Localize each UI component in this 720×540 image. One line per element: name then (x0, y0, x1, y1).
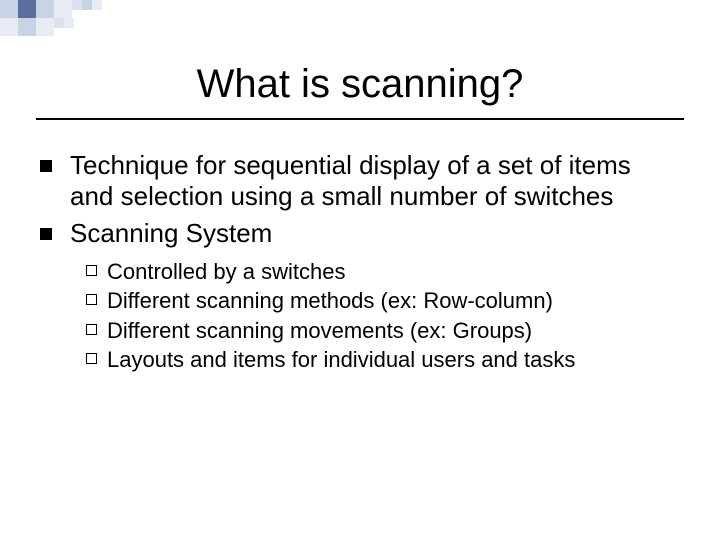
deco-square (18, 18, 36, 36)
sub-bullet-text: Controlled by a switches (107, 258, 345, 286)
hollow-square-bullet-icon (86, 294, 97, 305)
square-bullet-icon (40, 160, 52, 172)
bullet-text: Scanning System (70, 218, 272, 249)
bullet-lvl2: Controlled by a switches (86, 258, 680, 286)
slide: What is scanning? Technique for sequenti… (0, 0, 720, 540)
deco-square (64, 18, 74, 28)
bullet-lvl2: Different scanning methods (ex: Row-colu… (86, 287, 680, 315)
corner-decoration (0, 0, 110, 34)
slide-title: What is scanning? (0, 62, 720, 107)
slide-body: Technique for sequential display of a se… (40, 150, 680, 376)
bullet-lvl2: Different scanning movements (ex: Groups… (86, 317, 680, 345)
deco-square (54, 0, 72, 18)
deco-square (54, 18, 64, 28)
deco-square (36, 18, 54, 36)
bullet-lvl1: Scanning System (40, 218, 680, 249)
hollow-square-bullet-icon (86, 324, 97, 335)
deco-square (36, 0, 54, 18)
hollow-square-bullet-icon (86, 265, 97, 276)
deco-square (18, 0, 36, 18)
sub-bullet-text: Layouts and items for individual users a… (107, 346, 575, 374)
hollow-square-bullet-icon (86, 353, 97, 364)
title-rule (36, 118, 684, 120)
deco-square (0, 0, 18, 18)
deco-square (92, 0, 102, 10)
deco-square (0, 18, 18, 36)
bullet-text: Technique for sequential display of a se… (70, 150, 680, 212)
deco-square (72, 0, 82, 10)
square-bullet-icon (40, 228, 52, 240)
bullet-lvl2: Layouts and items for individual users a… (86, 346, 680, 374)
sub-bullet-list: Controlled by a switches Different scann… (86, 258, 680, 374)
bullet-lvl1: Technique for sequential display of a se… (40, 150, 680, 212)
sub-bullet-text: Different scanning movements (ex: Groups… (107, 317, 532, 345)
sub-bullet-text: Different scanning methods (ex: Row-colu… (107, 287, 553, 315)
deco-square (82, 0, 92, 10)
